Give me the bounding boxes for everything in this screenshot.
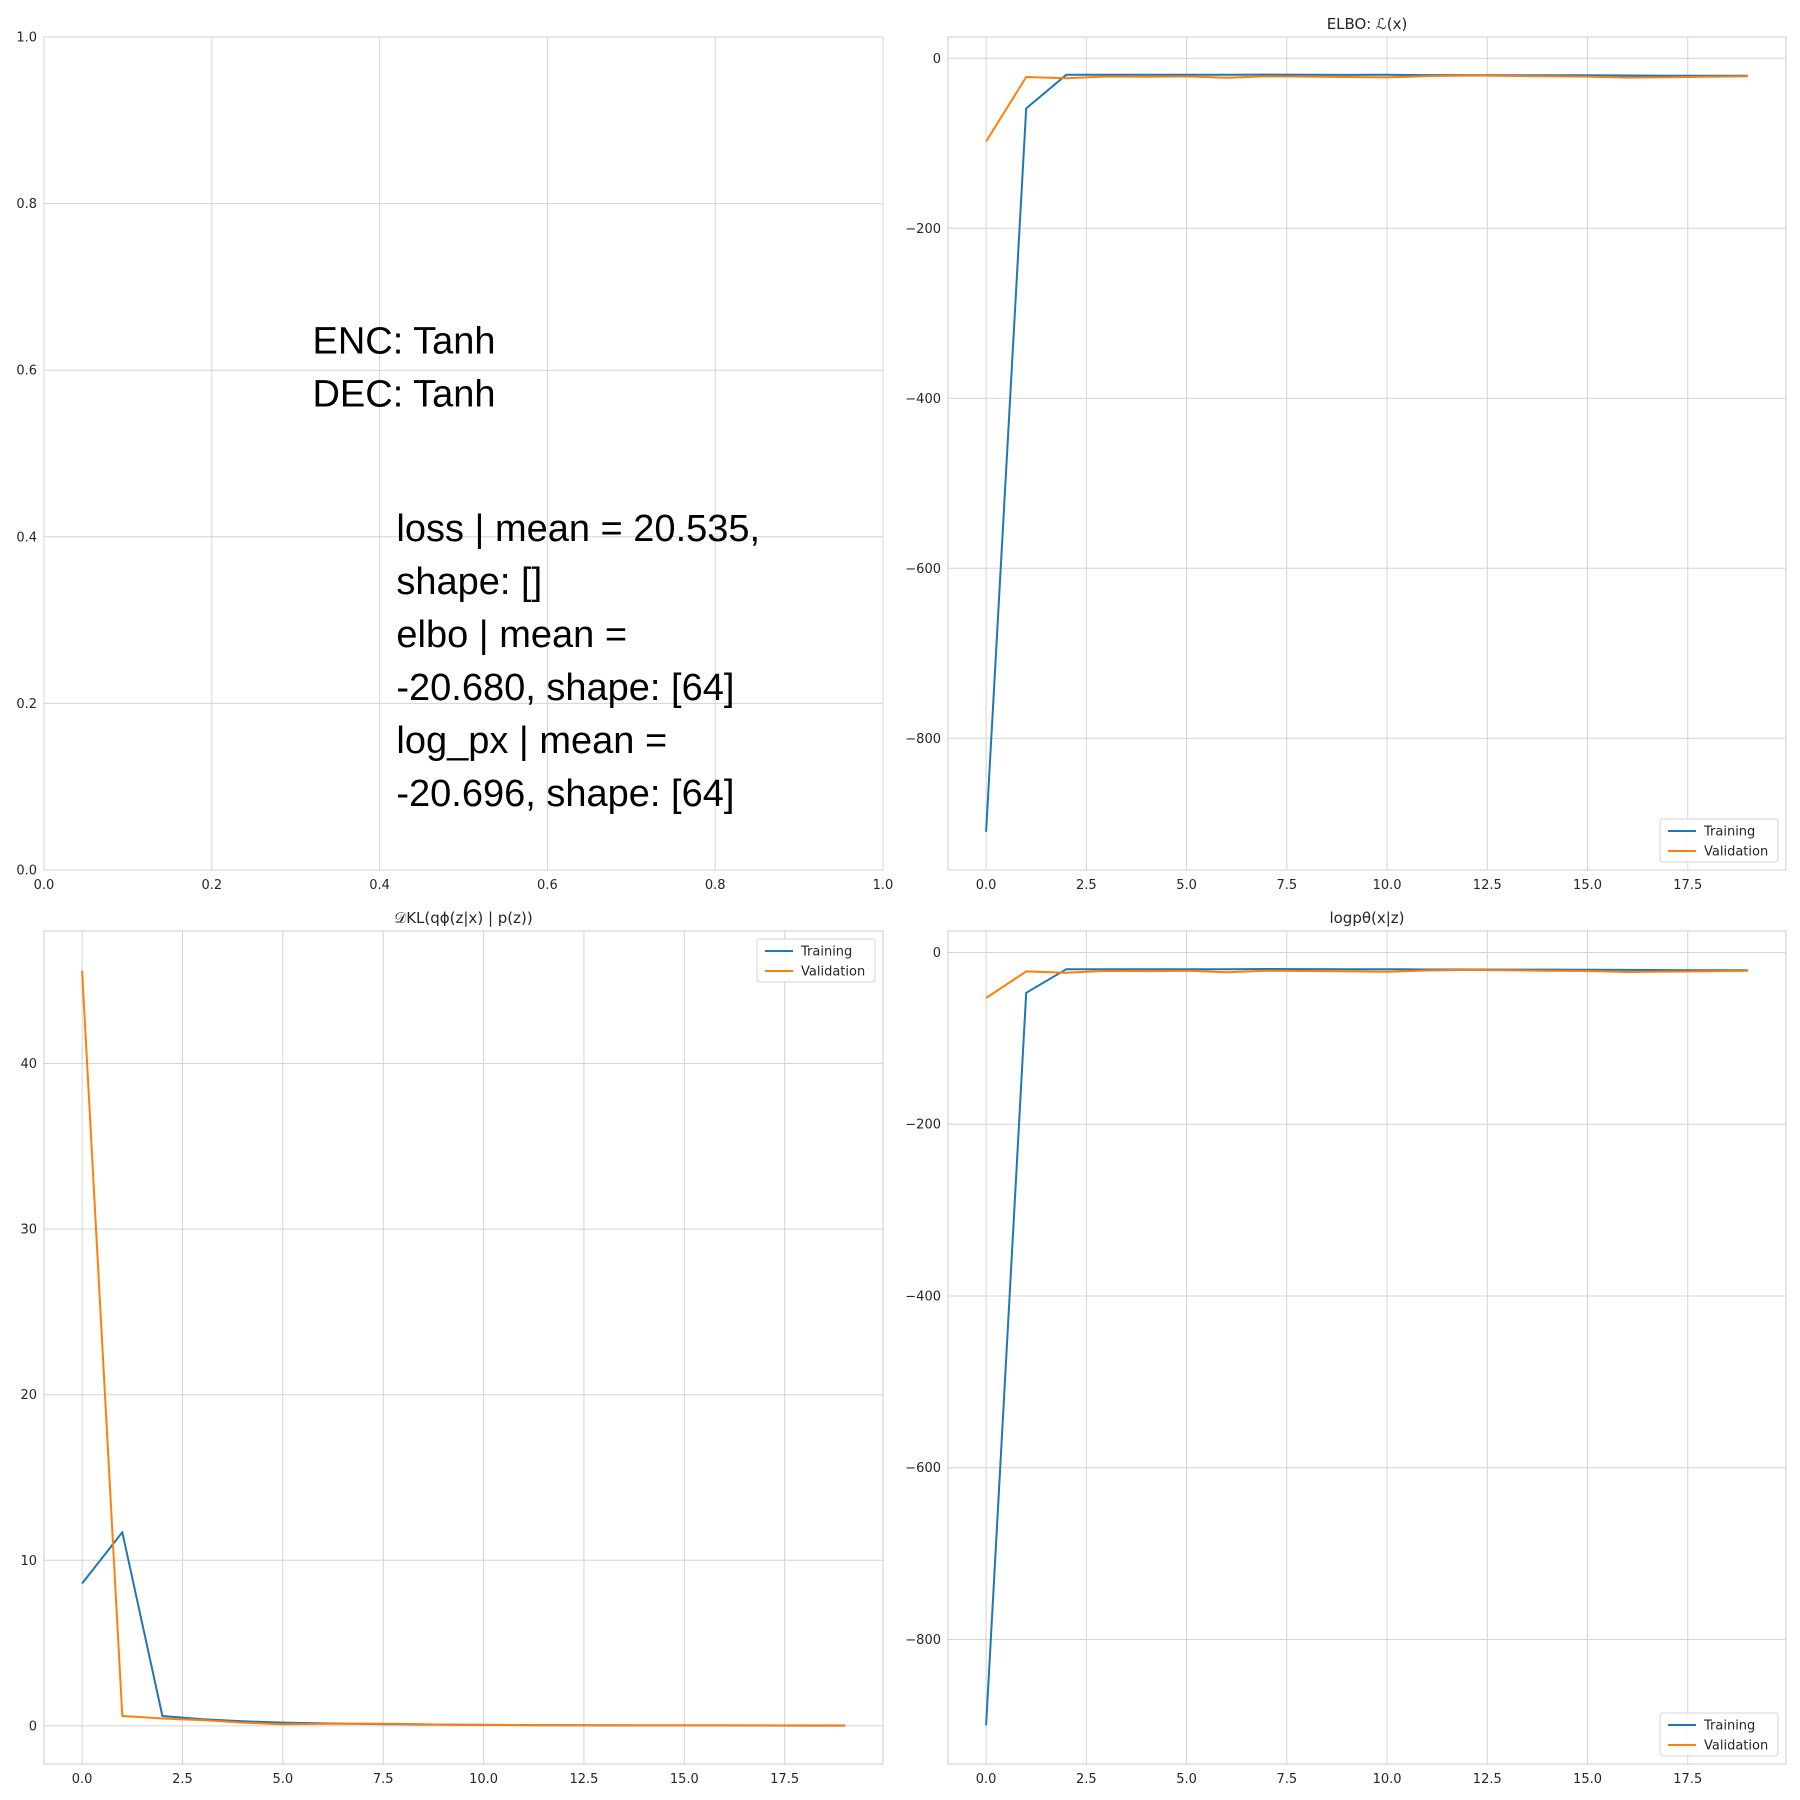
- chart-title: logpθ(x|z): [1329, 909, 1404, 927]
- annotation-line: shape: []: [396, 561, 542, 603]
- y-tick-label: 0: [29, 1719, 37, 1734]
- x-tick-label: 17.5: [1673, 1772, 1702, 1787]
- legend-label: Training: [800, 945, 852, 960]
- y-tick-label: −600: [905, 1461, 941, 1476]
- annotation-line: DEC: Tanh: [312, 374, 495, 416]
- plot-area: [43, 930, 884, 1765]
- y-tick-label: −200: [905, 1118, 941, 1133]
- x-tick-label: 2.5: [1076, 1772, 1097, 1787]
- x-tick-label: 12.5: [569, 1772, 598, 1787]
- series-line-validation: [985, 74, 1748, 143]
- x-tick-label: 7.5: [1276, 878, 1297, 893]
- legend: Training Validation: [1659, 1712, 1779, 1757]
- x-tick-label: 7.5: [1276, 1772, 1297, 1787]
- x-tick-label: 15.0: [670, 1772, 699, 1787]
- y-tick-label: −600: [905, 562, 941, 577]
- x-tick-label: 10.0: [1373, 878, 1402, 893]
- annotation-text: loss | mean = 20.535, shape: [] elbo | mea…: [396, 508, 760, 815]
- y-tick-label: 0.0: [16, 864, 37, 879]
- y-tick-label: −200: [905, 222, 941, 237]
- x-tick-label: 0.0: [976, 1772, 997, 1787]
- x-tick-label: 12.5: [1473, 1772, 1502, 1787]
- x-tick-label: 7.5: [373, 1772, 394, 1787]
- y-tick-label: 20: [20, 1388, 37, 1403]
- series-line-validation: [985, 968, 1748, 999]
- annotation-line: -20.696, shape: [64]: [396, 773, 734, 815]
- x-tick-label: 12.5: [1473, 878, 1502, 893]
- x-tick-label: 10.0: [469, 1772, 498, 1787]
- annotation-line: ENC: Tanh: [312, 321, 495, 363]
- x-tick-label: 5.0: [1176, 1772, 1197, 1787]
- x-tick-label: 0.0: [976, 878, 997, 893]
- x-tick-label: 0.8: [705, 878, 726, 893]
- legend-label: Validation: [1704, 1739, 1768, 1754]
- annotation-line: loss | mean = 20.535,: [396, 508, 760, 550]
- x-tick-label: 0.0: [72, 1772, 93, 1787]
- annotation-line: log_px | mean =: [396, 720, 667, 762]
- annotation-line: elbo | mean =: [396, 614, 627, 656]
- annotation-text: ENC: Tanh DEC: Tanh: [312, 321, 495, 416]
- series-line-training: [985, 968, 1748, 1726]
- y-tick-label: −800: [905, 1633, 941, 1648]
- y-tick-label: 0.4: [16, 530, 37, 545]
- y-tick-label: −800: [905, 732, 941, 747]
- x-tick-label: 15.0: [1573, 1772, 1602, 1787]
- chart-title: 𝒟KL(qϕ(z|x) | p(z)): [394, 909, 532, 927]
- legend-label: Validation: [1704, 845, 1768, 860]
- y-tick-label: −400: [905, 392, 941, 407]
- x-tick-label: 0.6: [537, 878, 558, 893]
- x-tick-label: 0.0: [34, 878, 55, 893]
- legend: Training Validation: [1659, 818, 1779, 863]
- plot-area: [43, 36, 884, 871]
- x-tick-label: 17.5: [1673, 878, 1702, 893]
- y-tick-label: −400: [905, 1289, 941, 1304]
- y-tick-label: 10: [20, 1554, 37, 1569]
- elbo-chart: 0.0 2.5 5.0 7.5 10.0 12.5 15.0 17.5 0 −200 −400 −60…: [905, 15, 1787, 893]
- y-tick-label: 1.0: [16, 31, 37, 46]
- x-tick-label: 5.0: [1176, 878, 1197, 893]
- legend-label: Validation: [801, 965, 865, 980]
- kl-chart: 0.0 2.5 5.0 7.5 10.0 12.5 15.0 17.5 0 10 20 30 40 𝒟KL…: [20, 909, 884, 1787]
- x-tick-label: 2.5: [1076, 878, 1097, 893]
- plot-area: [947, 930, 1787, 1765]
- x-tick-label: 2.5: [172, 1772, 193, 1787]
- logpx-chart: 0.0 2.5 5.0 7.5 10.0 12.5 15.0 17.5 0 −200 −400 −60…: [905, 909, 1787, 1787]
- y-tick-label: 40: [20, 1057, 37, 1072]
- legend: Training Validation: [756, 938, 876, 983]
- series-line-validation: [81, 970, 845, 1727]
- annotation-line: -20.680, shape: [64]: [396, 667, 734, 709]
- y-tick-label: 0.8: [16, 197, 37, 212]
- y-tick-label: 30: [20, 1223, 37, 1238]
- x-tick-label: 0.4: [369, 878, 390, 893]
- x-tick-label: 1.0: [873, 878, 894, 893]
- x-tick-label: 17.5: [770, 1772, 799, 1787]
- x-tick-label: 0.2: [201, 878, 222, 893]
- x-tick-label: 10.0: [1373, 1772, 1402, 1787]
- chart-title: ELBO: ℒ(x): [1327, 15, 1408, 33]
- series-line-training: [985, 73, 1748, 832]
- y-tick-label: 0: [933, 946, 941, 961]
- x-tick-label: 15.0: [1573, 878, 1602, 893]
- y-tick-label: 0: [933, 52, 941, 67]
- plot-area: [947, 36, 1787, 871]
- y-tick-label: 0.6: [16, 364, 37, 379]
- text-panel: 0.0 0.2 0.4 0.6 0.8 1.0 0.0 0.2 0.4 0.6 0.8 1.0 ENC:…: [16, 31, 893, 894]
- legend-label: Training: [1703, 1719, 1755, 1734]
- x-tick-label: 5.0: [273, 1772, 294, 1787]
- y-tick-label: 0.2: [16, 697, 37, 712]
- legend-label: Training: [1703, 825, 1755, 840]
